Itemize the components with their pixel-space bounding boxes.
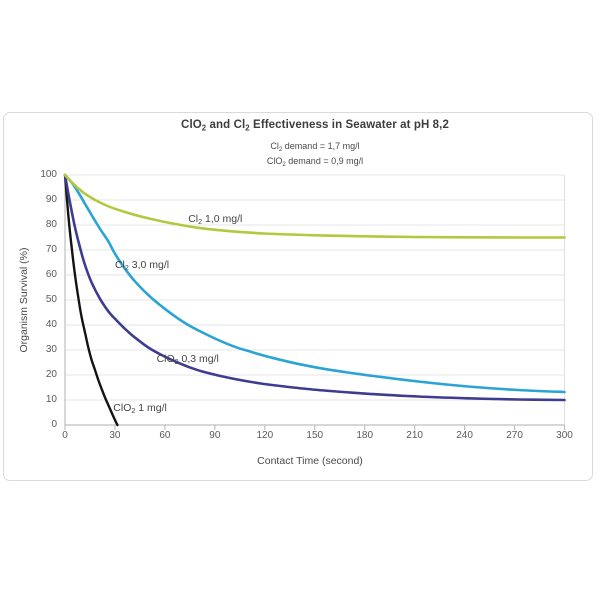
x-tick-label-90: 90 (209, 430, 221, 441)
y-tick-label-10: 10 (45, 394, 57, 405)
y-tick-label-0: 0 (51, 419, 57, 430)
x-tick-label-120: 120 (256, 430, 274, 441)
x-tick-label-270: 270 (506, 430, 523, 441)
y-axis-title: Organism Survival (%) (18, 247, 30, 353)
chart-panel (3, 112, 593, 481)
x-tick-label-30: 30 (109, 430, 121, 441)
curve-label-3: Cl2 1,0 mg/l (188, 212, 243, 226)
y-tick-label-20: 20 (45, 369, 57, 380)
y-tick-label-80: 80 (45, 219, 57, 230)
curve-label-2: Cl2 3,0 mg/l (114, 259, 170, 273)
series-curve-0 (63, 173, 119, 427)
chart-subtitle-cl2-demand: Cl2 demand = 1,7 mg/l (270, 141, 360, 153)
series-curve-2 (63, 173, 566, 394)
x-tick-label-150: 150 (306, 430, 324, 441)
y-tick-label-100: 100 (40, 169, 57, 180)
series-curve-3 (63, 173, 566, 239)
curve-label-1: ClO2 0,3 mg/l (156, 352, 219, 366)
y-tick-label-30: 30 (45, 344, 57, 355)
x-tick-label-300: 300 (556, 430, 573, 441)
x-axis-title: Contact Time (second) (257, 455, 363, 467)
x-tick-label-240: 240 (456, 430, 473, 441)
chart-title: ClO2 and Cl2 Effectiveness in Seawater a… (181, 119, 449, 133)
y-tick-label-40: 40 (45, 319, 57, 330)
x-tick-label-210: 210 (406, 430, 423, 441)
y-tick-label-50: 50 (45, 294, 57, 305)
y-tick-label-60: 60 (45, 269, 57, 280)
chart-subtitle-clo2-demand: ClO2 demand = 0,9 mg/l (266, 156, 364, 168)
curve-label-0: ClO2 1 mg/l (113, 401, 167, 415)
y-tick-label-90: 90 (45, 194, 57, 205)
x-tick-label-0: 0 (62, 430, 68, 441)
x-tick-label-180: 180 (356, 430, 374, 441)
series-curve-1 (63, 173, 566, 402)
x-tick-label-60: 60 (159, 430, 171, 441)
y-tick-label-70: 70 (45, 244, 57, 255)
